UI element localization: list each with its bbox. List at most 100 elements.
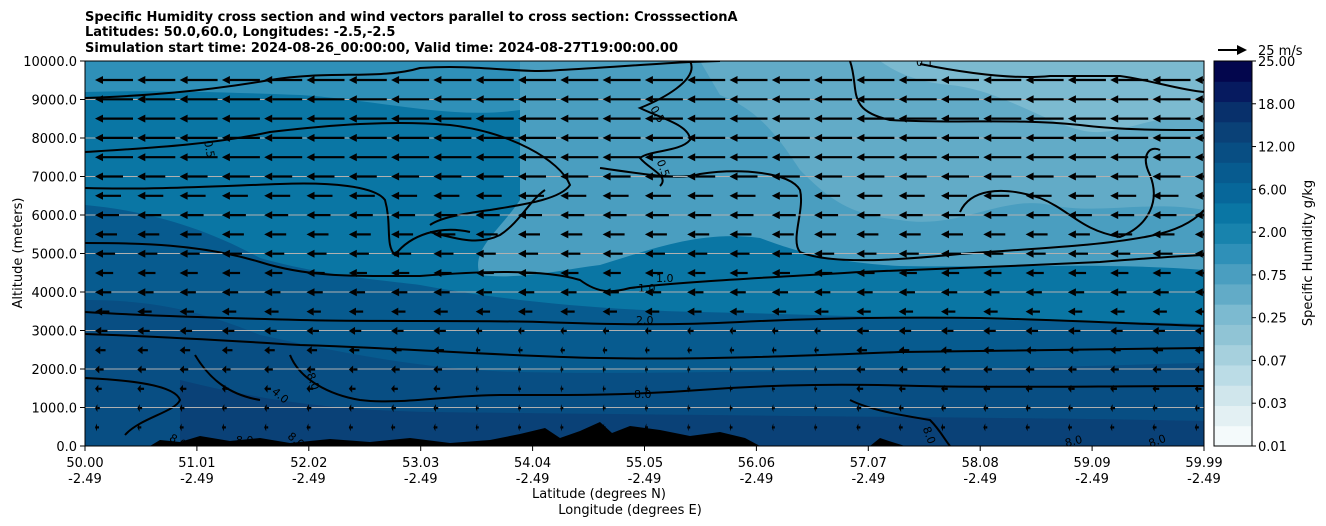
wind-arrow-head [856,326,863,335]
wind-arrow-head [856,423,859,432]
wind-arrow-head [560,423,562,432]
wind-arrow-head [602,307,610,316]
x-tick-label-lat: 56.06 [738,456,775,471]
colorbar-segment [1214,364,1252,386]
wind-arrow-head [560,365,562,374]
wind-arrow-head [644,404,647,413]
wind-arrow-head [1067,249,1076,258]
wind-arrow-head [306,404,309,413]
wind-arrow-head [1194,423,1197,432]
wind-arrow-head [856,76,865,84]
wind-arrow-head [433,307,441,316]
wind-arrow-head [602,211,611,220]
wind-arrow-head [1110,191,1119,200]
x-tick-label-lat: 58.08 [962,456,999,471]
wind-arrow-head [391,95,400,104]
wind-arrow-head [644,211,653,220]
wind-arrow-head [1152,307,1160,316]
wind-arrow-head [1194,365,1200,374]
wind-arrow-head [1067,269,1076,277]
wind-arrow-head [983,172,992,181]
y-tick-label: 10000.0 [23,55,77,70]
wind-arrow-head [1194,288,1203,297]
wind-arrow-head [1067,423,1070,432]
wind-arrow-head [348,133,357,142]
wind-arrow-head [898,114,907,123]
wind-arrow-head [1067,404,1071,413]
wind-arrow-head [221,153,230,162]
wind-arrow-head [475,404,478,413]
wind-arrow-head [179,230,188,239]
wind-arrow-head [729,307,737,316]
wind-arrow-head [856,307,864,316]
wind-arrow-head [221,307,230,316]
wind-arrow-head [264,249,273,258]
wind-arrow-head [729,153,738,162]
wind-arrow-head [729,191,738,200]
wind-arrow-head [137,326,144,335]
wind-arrow-head [1110,326,1117,335]
wind-arrow-head [1067,307,1076,316]
wind-arrow-head [1152,230,1161,239]
wind-arrow-head [560,346,563,355]
wind-arrow-head [941,307,949,316]
y-axis: 0.0 1000.0 2000.0 3000.0 4000.0 5000.0 6000.0 7… [23,55,85,455]
wind-arrow-head [1110,423,1113,432]
wind-arrow-head [687,423,689,432]
wind-arrow-head [1152,365,1157,374]
wind-arrow-head [348,95,357,104]
colorbar [1214,61,1252,447]
contour-label: 0.1 [916,56,934,69]
wind-vectors [95,76,1204,432]
wind-arrow-head [264,326,271,335]
wind-arrow-head [729,172,738,181]
wind-arrow-head [433,172,442,181]
wind-arrow-head [221,191,230,200]
wind-arrow-head [898,153,907,162]
wind-arrow-head [137,172,146,181]
colorbar-segment [1214,324,1252,346]
wind-arrow-head [1110,365,1115,374]
wind-arrow-head [179,404,183,413]
colorbar-segment [1214,344,1252,366]
wind-arrow-head [1025,191,1034,200]
wind-arrow-head [433,114,442,123]
wind-arrow-head [560,172,569,181]
wind-arrow-head [983,153,992,162]
wind-arrow-head [264,423,267,432]
x-tick-label-lat: 59.99 [1185,456,1222,471]
wind-arrow-head [137,133,146,142]
wind-arrow-head [475,76,484,84]
wind-arrow-head [644,153,653,162]
wind-arrow-head [644,288,653,297]
wind-arrow-head [1067,172,1076,181]
wind-arrow-head [306,153,315,162]
quiver-key-arrowhead [1237,45,1247,55]
wind-arrow-head [644,326,649,335]
wind-arrow-head [348,384,353,393]
x-tick-label-lon: -2.49 [740,472,774,487]
wind-arrow-head [391,153,400,162]
wind-arrow-head [1194,346,1201,355]
wind-arrow-head [137,230,146,239]
wind-arrow-head [814,307,822,316]
wind-arrow-head [1025,76,1034,84]
wind-arrow-head [941,249,949,258]
x-axis-label-latitude: Latitude (degrees N) [532,487,666,502]
wind-arrow-head [941,191,949,200]
wind-arrow-head [1194,95,1203,104]
wind-arrow-head [771,191,780,200]
wind-arrow-head [306,307,314,316]
wind-arrow-head [898,76,907,84]
wind-arrow-head [221,95,230,104]
wind-arrow-head [1025,95,1034,104]
wind-arrow-head [433,326,440,335]
wind-arrow-head [1152,269,1161,277]
wind-arrow-head [1194,133,1203,142]
wind-arrow-head [941,269,949,277]
wind-arrow-head [644,365,647,374]
wind-arrow-head [1110,76,1119,84]
wind-arrow-head [644,133,653,142]
wind-arrow-head [1152,423,1155,432]
